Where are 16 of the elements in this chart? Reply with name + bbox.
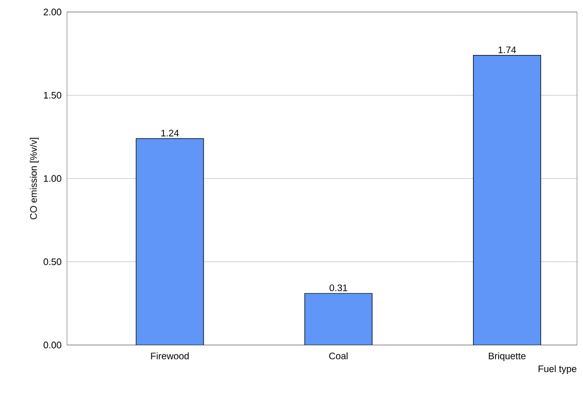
data-label: 0.31 [330,284,348,292]
x-tick-label: Briquette [488,352,526,362]
y-tick-label: 0.00 [44,342,62,348]
y-tick-label: 1.00 [44,175,62,182]
x-axis-title: Fuel type [538,365,576,374]
bar [136,138,204,345]
x-tick-label: Coal [329,352,348,360]
y-tick-label: 2.00 [44,8,62,16]
y-axis-title: CO emission [%v/v] [30,138,39,220]
x-tick-label: Firewood [151,352,189,360]
y-tick-label: 1.50 [44,92,62,99]
bar [473,54,542,345]
data-label: 1.74 [498,46,516,54]
data-label: 1.24 [161,130,179,136]
bar [304,293,372,345]
y-tick-label: 0.50 [44,258,62,266]
